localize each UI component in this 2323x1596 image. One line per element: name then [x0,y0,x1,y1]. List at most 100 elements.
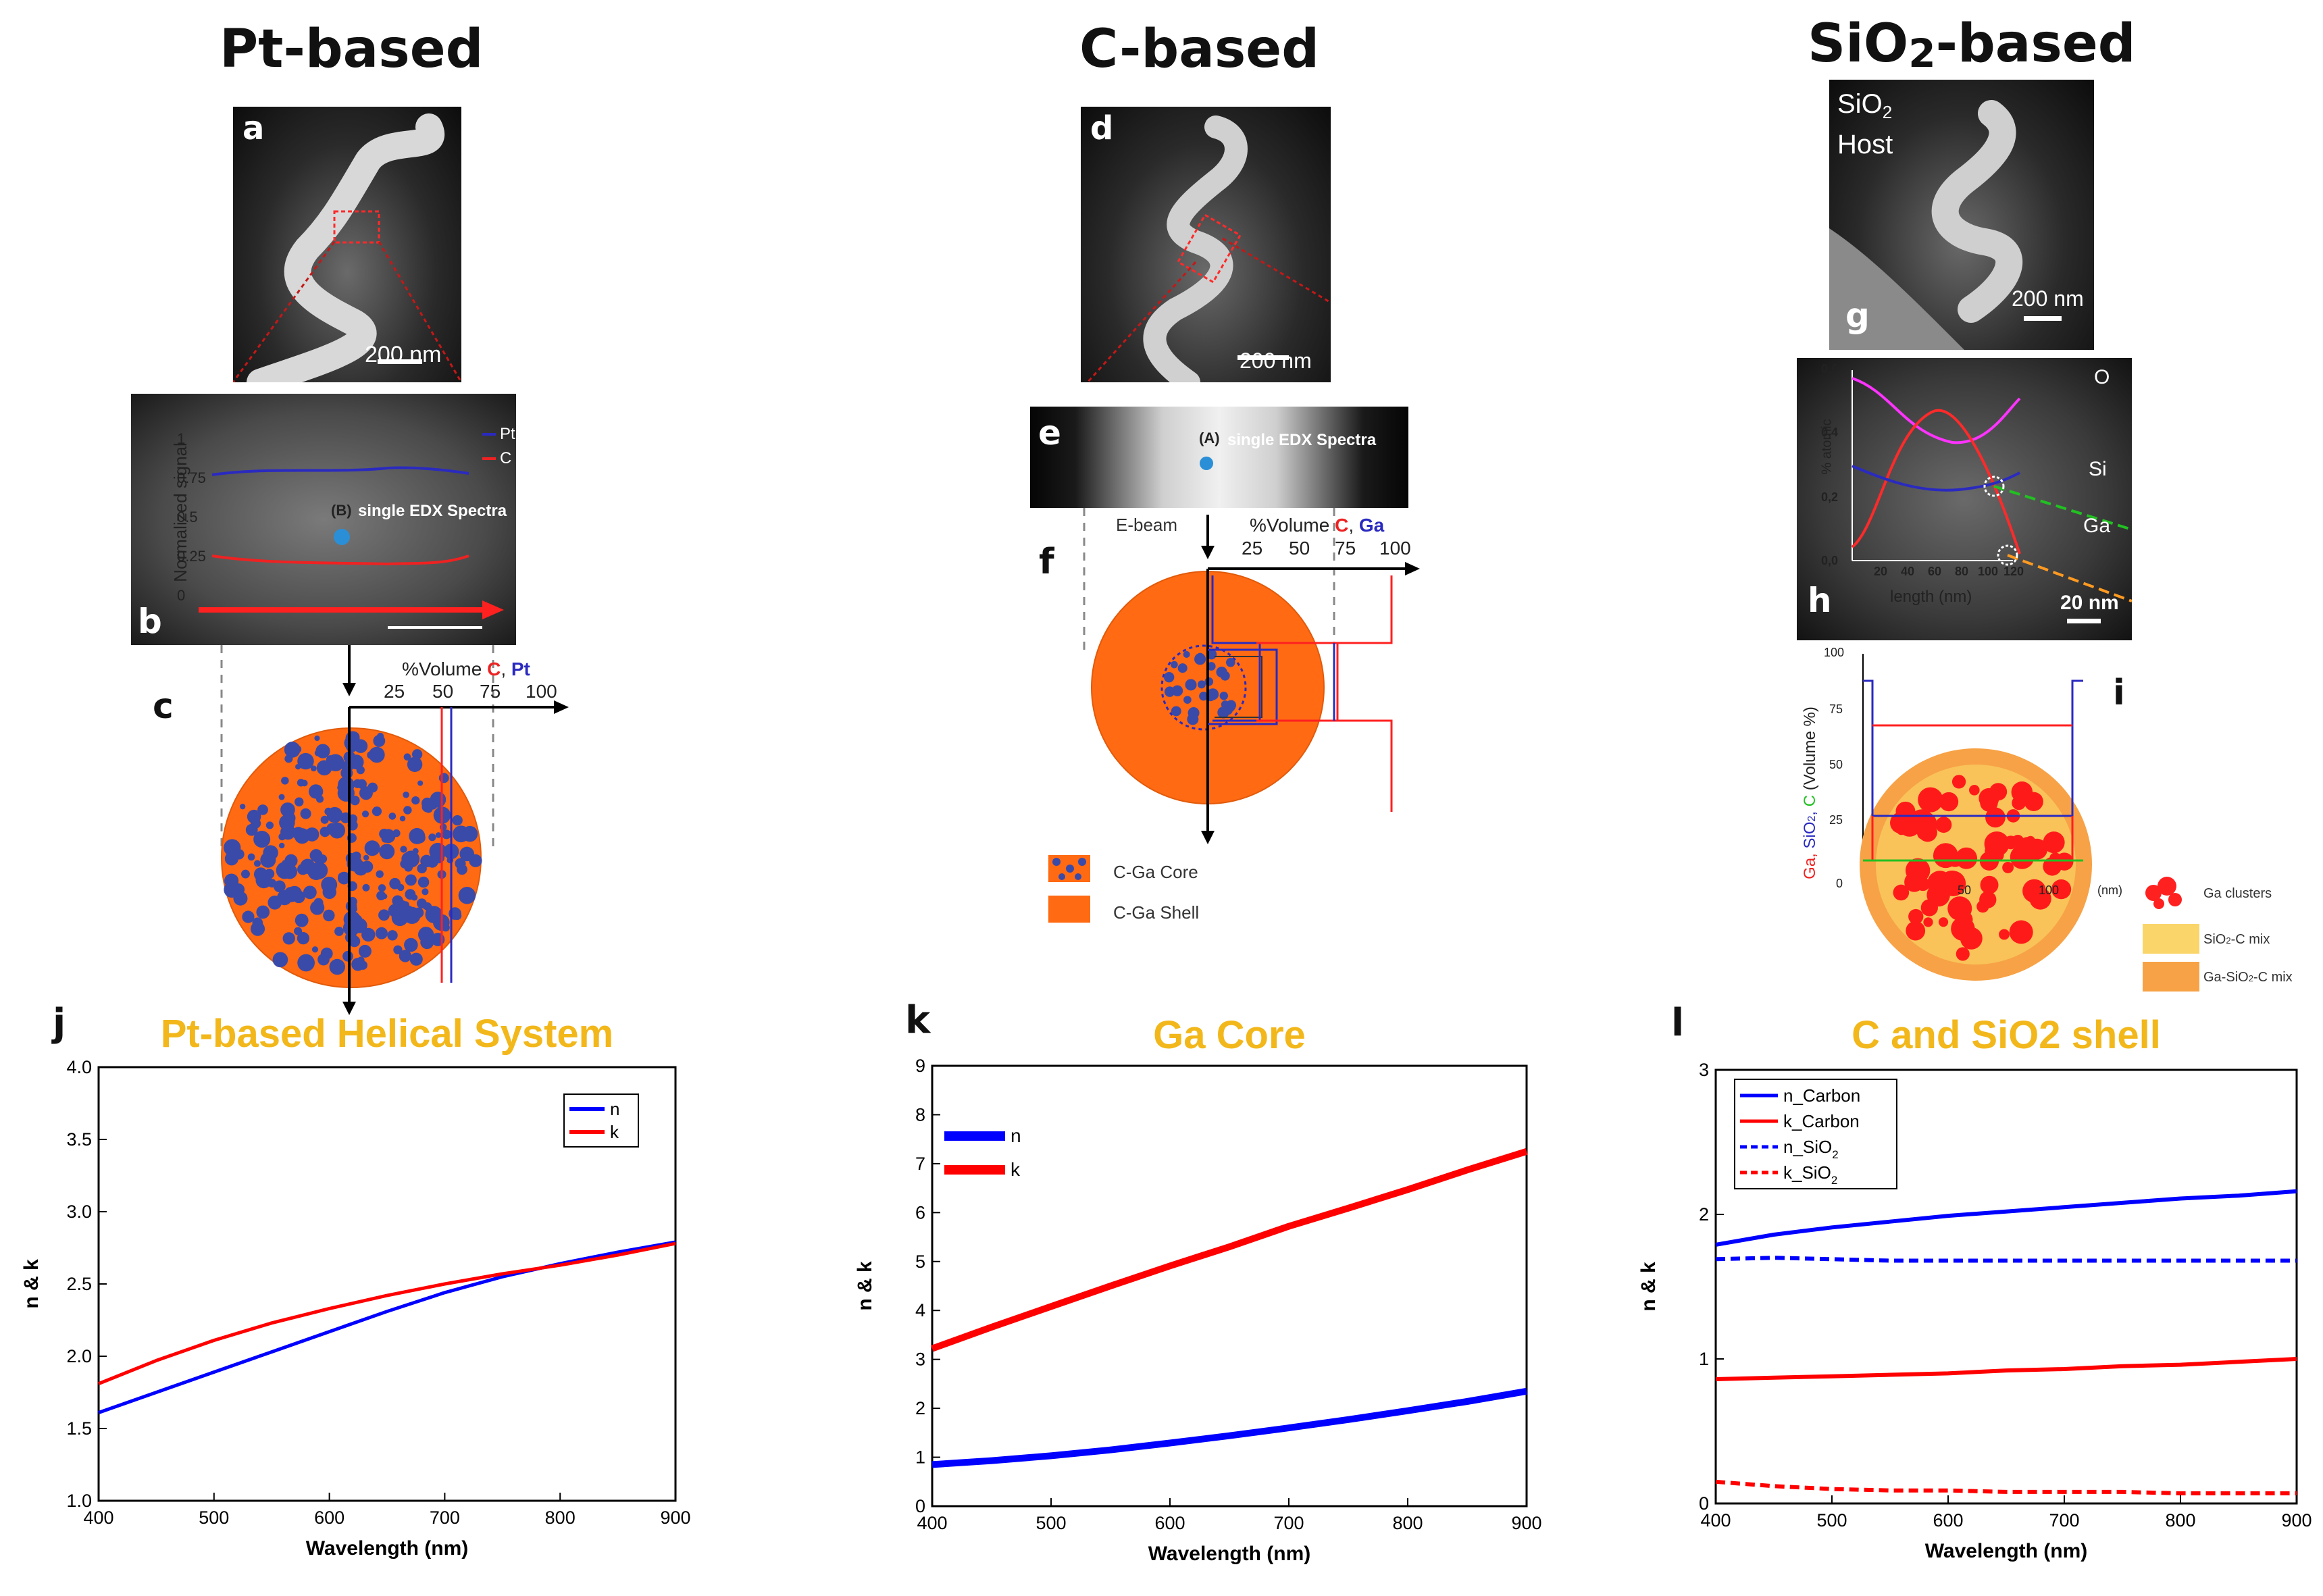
ga-cluster [2029,887,2051,910]
y-tick-label: 0 [915,1496,925,1516]
pt-particle [399,815,406,822]
panel-h-xtick-0: 20 [1874,565,1888,578]
ga-cluster [1985,842,2001,860]
series-line-k-carbon [1715,1357,2297,1381]
x-tick-label: 800 [545,1508,576,1528]
panel-label-k: k [905,998,931,1042]
pt-particle [376,891,386,901]
pt-particle [278,794,285,800]
pt-particle [295,797,304,806]
ga-particle [1170,661,1178,669]
pt-particle [224,839,241,856]
panel-i-ytick-4: 0 [1836,877,1843,890]
y-tick-label: 3 [1699,1060,1709,1080]
chart-j-pt-based: Pt-based Helical System 400 500 600 700 800 90… [20,1012,691,1560]
ga-cluster [2016,837,2041,863]
pt-particle [362,883,370,892]
pt-particle [417,780,424,786]
chart-title: Pt-based Helical System [161,1012,614,1056]
panel-c-cross-section [220,645,569,1015]
legend-label: n [610,1099,619,1119]
pt-particle [286,825,294,833]
panel-b-legend-pt: Pt [500,425,515,443]
panel-f-ebeam-label: E-beam [1116,515,1178,535]
panel-label-h: h [1808,581,1832,620]
panel-b-yticks: 1 0.75 0.5 0.25 0 [177,430,206,604]
panel-label-b: b [138,602,162,641]
x-tick-label: 800 [2165,1510,2195,1530]
panel-i-legend-gasioc: Ga-SiO2-C mix [2203,970,2293,985]
ga-particle [1226,658,1235,667]
pt-particle [253,867,268,881]
ga-cluster [1999,929,2010,940]
pt-particle [272,952,288,968]
y-tick-label: 2 [915,1398,925,1418]
pt-particle [276,862,293,879]
series-line-n-sio2 [1715,1256,2297,1263]
ga-cluster [2009,920,2033,944]
header-sio2-based: SiO2-based [1808,14,2136,76]
ga-cluster [2011,781,2033,803]
panel-h-xtick-4: 100 [1978,565,1999,578]
pt-particle [242,910,255,923]
pt-particle [409,952,423,966]
ga-particle [1171,685,1183,696]
pt-particle [277,890,292,906]
panel-g-sem-image: SiO2 Host g 200 nm [1829,80,2094,350]
panel-a-sem-image: a 200 nm [233,107,461,382]
pt-particle [426,855,438,868]
pt-particle [293,745,302,753]
ga-cluster [1938,917,1949,927]
y-tick-label: 1 [915,1447,925,1468]
scale-bar-label-d: 200 nm [1240,349,1312,373]
panel-h-xtick-1: 40 [1901,565,1915,578]
series-line-n-carbon [1715,1189,2297,1247]
panel-i-legend-sioc: SiO2-C mix [2203,932,2270,947]
pt-particle [353,739,368,753]
ga-cluster [1898,814,1921,837]
ga-particle [1177,663,1188,673]
panel-i-xtick-0: 50 [1958,883,1972,897]
scale-bar-label-a: 200 nm [365,342,442,367]
scale-bar-label-h: 20 nm [2060,592,2119,614]
chart-l-c-sio2-shell: C and SiO2 shell 400 500 600 700 800 900 0 1 2 3 Wa… [1637,1013,2312,1562]
panel-i-ytick-0: 100 [1824,646,1845,659]
chart-title: C and SiO2 shell [1852,1013,2161,1057]
pt-particle [397,883,405,892]
pt-particle [320,815,329,824]
ga-cluster [1905,858,1931,883]
pt-particle [377,732,384,740]
ga-particle [1196,652,1204,661]
series-line-k [931,1148,1528,1352]
pt-particle [311,946,319,953]
ga-cluster [2043,831,2065,854]
panel-i-legend-ga: Ga clusters [2203,886,2272,901]
x-tick-label: 700 [2049,1510,2079,1530]
ga-cluster [1927,871,1953,896]
x-tick-label: 900 [660,1508,690,1528]
pt-particle [329,958,345,975]
pt-particle [361,927,376,942]
legend-box [1734,1079,1897,1189]
panel-e-edx-strip: e (A) single EDX Spectra [1030,407,1408,508]
pt-particle [313,898,324,908]
panel-b-legend-c: C [500,449,512,467]
x-tick-label: 500 [199,1508,229,1528]
panel-h-ytick-2: 0,2 [1821,490,1839,504]
y-tick-label: 1.5 [66,1418,92,1439]
ga-cluster [1980,875,1999,894]
ga-particle [1198,680,1206,689]
ga-cluster [1935,817,1952,833]
ga-cluster [2002,861,2014,873]
pt-particle [245,823,258,836]
pt-particle [308,784,324,799]
panel-h-xtick-3: 80 [1955,565,1969,578]
ga-cluster [1960,927,1983,950]
panel-h-ytick-1: 0,4 [1821,426,1839,439]
pt-particle [417,876,430,888]
pt-particle [350,796,360,806]
pt-particle [253,860,261,867]
y-tick-label: 3 [915,1349,925,1370]
pt-particle [294,828,310,844]
y-tick-label: 4.0 [66,1057,92,1077]
